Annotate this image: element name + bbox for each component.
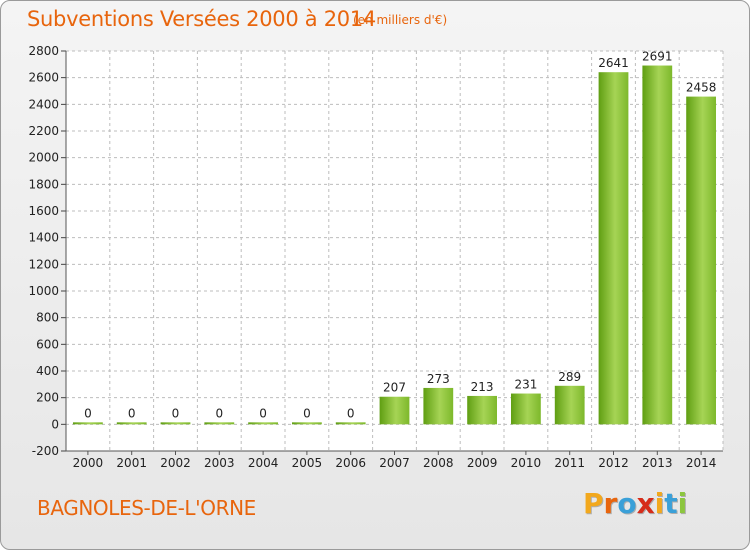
y-tick-label: 1000 bbox=[28, 284, 59, 298]
y-tick-label: 2000 bbox=[28, 151, 59, 165]
value-label-2002: 0 bbox=[172, 406, 180, 420]
logo-letter: t bbox=[664, 487, 678, 520]
x-tick-label: 2003 bbox=[204, 456, 235, 470]
y-tick-label: 400 bbox=[36, 364, 59, 378]
bar-2003 bbox=[204, 422, 235, 425]
x-tick-label: 2002 bbox=[160, 456, 191, 470]
x-tick-label: 2005 bbox=[292, 456, 323, 470]
value-label-2004: 0 bbox=[259, 406, 267, 420]
value-label-2006: 0 bbox=[347, 406, 355, 420]
value-label-2014: 2458 bbox=[686, 81, 717, 95]
bar-2000 bbox=[73, 422, 103, 425]
bar-2007 bbox=[379, 396, 410, 425]
logo-letter: r bbox=[603, 487, 618, 520]
value-label-2008: 273 bbox=[427, 372, 450, 386]
value-label-2001: 0 bbox=[128, 406, 136, 420]
y-tick-label: 800 bbox=[36, 311, 59, 325]
bar-2001 bbox=[116, 422, 147, 425]
y-tick-label: 1800 bbox=[28, 177, 59, 191]
x-tick-label: 2008 bbox=[423, 456, 454, 470]
value-label-2010: 231 bbox=[514, 378, 537, 392]
labels: -200020040060080010001200140016001800200… bbox=[28, 44, 716, 470]
logo-letter: x bbox=[636, 487, 655, 520]
x-tick-label: 2006 bbox=[335, 456, 366, 470]
x-tick-label: 2014 bbox=[686, 456, 717, 470]
logo-letter: i bbox=[677, 487, 688, 520]
value-label-2003: 0 bbox=[215, 406, 223, 420]
bar-2006 bbox=[335, 422, 366, 425]
y-tick-label: 2400 bbox=[28, 97, 59, 111]
y-tick-label: 200 bbox=[36, 391, 59, 405]
y-tick-label: 1600 bbox=[28, 204, 59, 218]
bar-2002 bbox=[160, 422, 191, 425]
bar-2013 bbox=[642, 65, 673, 425]
logo-letter: P bbox=[583, 487, 604, 520]
y-tick-label: 2600 bbox=[28, 71, 59, 85]
bar-2004 bbox=[248, 422, 278, 425]
x-tick-label: 2001 bbox=[116, 456, 147, 470]
bar-2009 bbox=[467, 395, 497, 425]
x-tick-label: 2007 bbox=[379, 456, 410, 470]
axes bbox=[61, 50, 723, 455]
x-tick-label: 2004 bbox=[248, 456, 279, 470]
y-tick-label: 0 bbox=[51, 417, 59, 431]
commune-name: BAGNOLES-DE-L'ORNE bbox=[37, 496, 256, 520]
value-label-2007: 207 bbox=[383, 381, 406, 395]
value-label-2012: 2641 bbox=[598, 56, 629, 70]
y-tick-label: 2800 bbox=[28, 44, 59, 58]
value-label-2009: 213 bbox=[471, 380, 494, 394]
y-tick-label: -200 bbox=[32, 444, 59, 458]
proxiti-logo[interactable]: Proxiti bbox=[583, 487, 687, 520]
logo-letter: i bbox=[654, 487, 665, 520]
bar-2014 bbox=[686, 96, 716, 425]
value-label-2013: 2691 bbox=[642, 50, 673, 64]
value-label-2000: 0 bbox=[84, 406, 92, 420]
x-tick-label: 2010 bbox=[511, 456, 542, 470]
y-tick-label: 600 bbox=[36, 337, 59, 351]
y-tick-label: 1400 bbox=[28, 231, 59, 245]
chart-subtitle: (en milliers d'€) bbox=[353, 13, 448, 27]
x-tick-label: 2000 bbox=[73, 456, 104, 470]
bar-2012 bbox=[598, 72, 629, 425]
bar-2010 bbox=[511, 393, 541, 425]
y-tick-label: 1200 bbox=[28, 257, 59, 271]
x-tick-label: 2013 bbox=[642, 456, 673, 470]
value-label-2005: 0 bbox=[303, 406, 311, 420]
bar-2005 bbox=[292, 422, 322, 425]
y-tick-label: 2200 bbox=[28, 124, 59, 138]
bars bbox=[73, 65, 716, 425]
x-tick-label: 2009 bbox=[467, 456, 498, 470]
bar-2008 bbox=[423, 387, 454, 425]
value-label-2011: 289 bbox=[558, 370, 581, 384]
bar-2011 bbox=[554, 385, 585, 425]
chart-title: Subventions Versées 2000 à 2014 bbox=[27, 7, 376, 31]
x-tick-label: 2012 bbox=[598, 456, 629, 470]
x-tick-label: 2011 bbox=[554, 456, 585, 470]
logo-letter: o bbox=[617, 487, 637, 520]
